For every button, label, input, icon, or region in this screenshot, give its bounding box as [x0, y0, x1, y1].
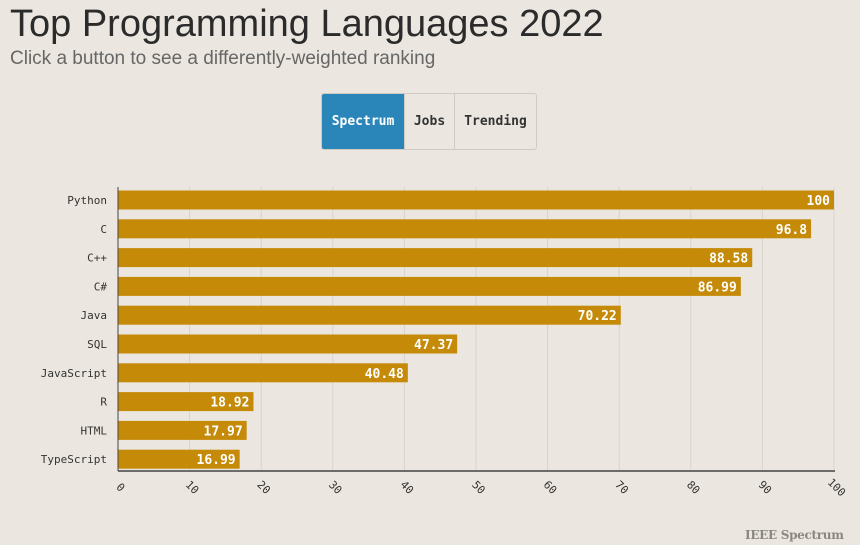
value-label: 86.99 [698, 280, 737, 295]
ieee-spectrum-logo: IEEE Spectrum [745, 528, 844, 542]
value-label: 47.37 [414, 338, 453, 353]
x-tick-label: 20 [254, 478, 273, 497]
bar [118, 190, 834, 210]
category-label: C# [94, 280, 108, 293]
value-label: 100 [807, 194, 831, 209]
x-tick-label: 30 [326, 478, 345, 497]
value-label: 88.58 [709, 252, 748, 267]
category-label: Python [67, 194, 107, 207]
x-tick-label: 10 [183, 478, 202, 497]
value-label: 18.92 [210, 396, 249, 411]
x-tick-label: 0 [114, 481, 128, 495]
x-tick-label: 90 [756, 478, 775, 497]
x-tick-label: 70 [612, 478, 631, 497]
x-tick-label: 100 [825, 476, 848, 499]
category-label: Java [81, 309, 108, 322]
page-title: Top Programming Languages 2022 [10, 3, 604, 45]
bar [118, 334, 458, 354]
value-label: 40.48 [365, 367, 404, 382]
bar [118, 219, 812, 239]
jobs-button[interactable]: Jobs [405, 94, 455, 149]
bar [118, 248, 753, 268]
category-label: HTML [81, 424, 108, 437]
x-tick-label: 50 [469, 478, 488, 497]
bar [118, 305, 621, 325]
category-label: C++ [87, 252, 107, 265]
ranking-button-group: Spectrum Jobs Trending [321, 93, 537, 150]
spectrum-button[interactable]: Spectrum [322, 94, 405, 149]
value-label: 17.97 [204, 424, 243, 439]
bar [118, 420, 247, 440]
category-label: R [100, 396, 107, 409]
value-label: 96.8 [776, 223, 807, 238]
trending-button[interactable]: Trending [464, 114, 527, 129]
bar [118, 276, 741, 296]
category-label: TypeScript [41, 453, 107, 466]
category-label: JavaScript [41, 367, 107, 380]
page-subtitle: Click a button to see a differently-weig… [10, 48, 436, 69]
x-tick-label: 80 [684, 478, 703, 497]
x-tick-label: 60 [541, 478, 560, 497]
x-tick-label: 40 [398, 478, 417, 497]
category-label: C [100, 223, 107, 236]
bar [118, 392, 254, 412]
value-label: 70.22 [578, 309, 617, 324]
bar [118, 363, 408, 383]
value-label: 16.99 [197, 453, 236, 468]
category-label: SQL [87, 338, 107, 351]
bar [118, 449, 240, 469]
